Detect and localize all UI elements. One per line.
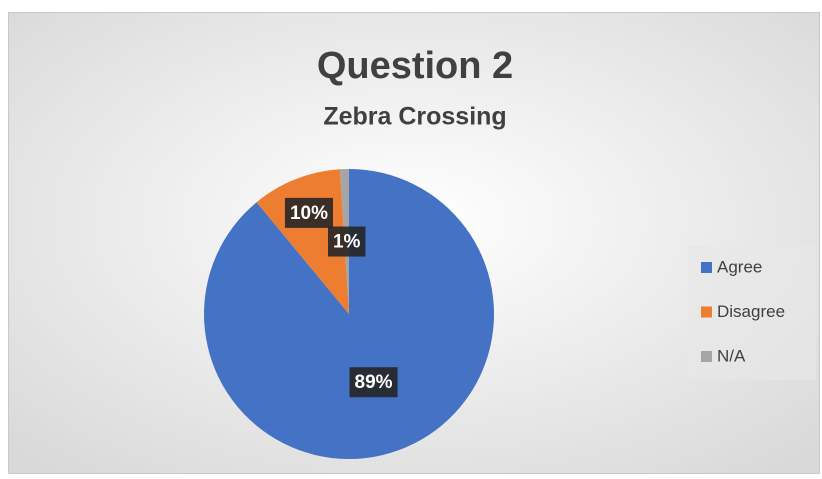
- data-label-text: 89%: [355, 372, 393, 393]
- data-label: 89%: [349, 367, 398, 398]
- pie-slice: [204, 169, 495, 460]
- data-label-box: [349, 367, 398, 398]
- data-label: 10%: [284, 197, 333, 228]
- legend-label: N/A: [717, 346, 746, 365]
- data-label: 1%: [327, 226, 366, 257]
- legend-label: Disagree: [717, 302, 785, 321]
- legend-swatch: [701, 351, 712, 362]
- data-label-box: [284, 197, 333, 228]
- chart-title: Question 2: [317, 45, 513, 87]
- legend-swatch: [701, 306, 712, 318]
- data-label-box: [327, 226, 366, 257]
- data-label-text: 1%: [333, 232, 361, 253]
- legend-label: Agree: [717, 257, 762, 276]
- chart-subtitle: Zebra Crossing: [323, 103, 506, 131]
- legend-swatch: [701, 262, 712, 273]
- data-label-text: 10%: [290, 203, 328, 224]
